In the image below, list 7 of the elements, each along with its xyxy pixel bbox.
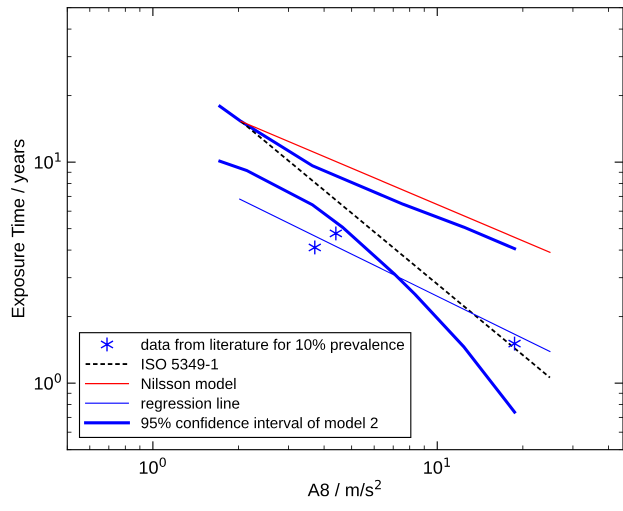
legend-label: data from literature for 10% prevalence	[141, 338, 404, 353]
legend-label: regression line	[142, 398, 240, 412]
legend-label: ISO 5349-1	[142, 358, 218, 370]
legend-label: 95% confidence interval of model 2	[141, 417, 378, 428]
y-axis-title: Exposure Time / years	[11, 140, 28, 317]
x-axis-title: A8 / m/s$^{2}$	[308, 480, 381, 496]
legend-label: Nilsson model	[142, 378, 236, 390]
